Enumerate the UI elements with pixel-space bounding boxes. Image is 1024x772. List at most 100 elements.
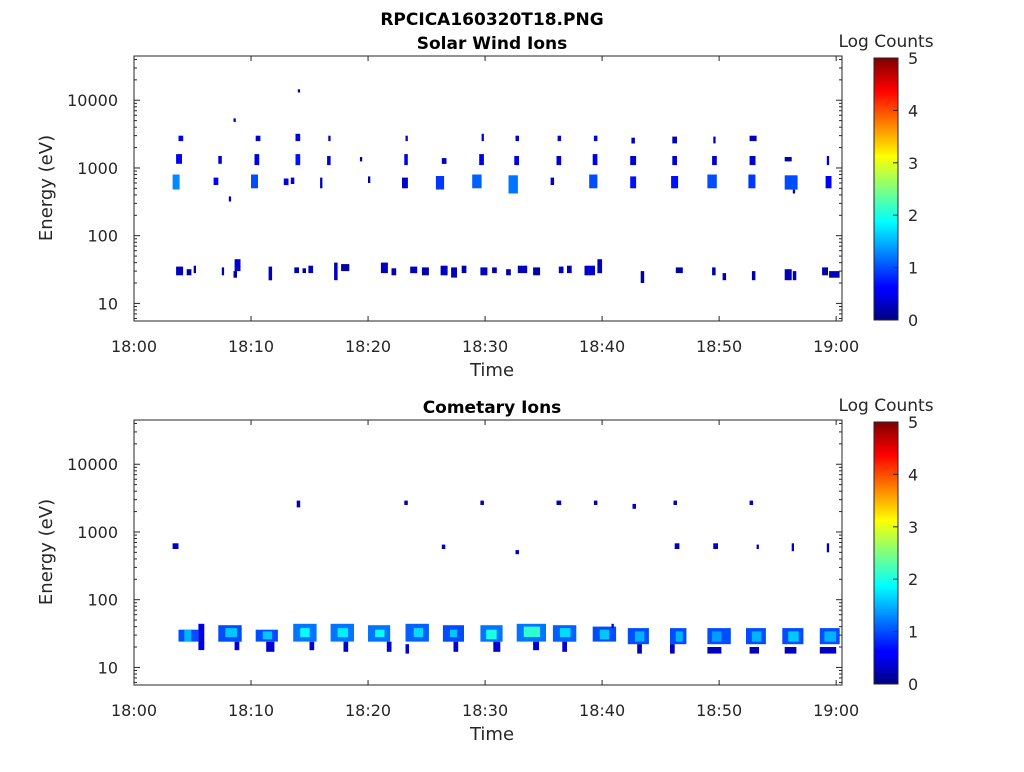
- x-tick-label: 18:10: [228, 337, 274, 356]
- cometary-y-ticks: 10 100 1000 10000: [67, 422, 842, 683]
- solar-wind-colorbar: [873, 57, 899, 321]
- heatmap-cell: [228, 196, 232, 202]
- heatmap-cell: [255, 135, 261, 142]
- heatmap-cell: [450, 629, 457, 638]
- heatmap-cell: [749, 135, 757, 142]
- heatmap-cell: [225, 628, 237, 638]
- y-tick-label: 100: [87, 227, 118, 246]
- heatmap-cell: [791, 543, 794, 552]
- cometary-ions-panel: Cometary Ions 18:00 18:10 18:20 18:30 18:40 1…: [36, 396, 934, 745]
- heatmap-cell: [294, 267, 299, 274]
- heatmap-cell: [556, 500, 562, 505]
- heatmap-cell: [251, 174, 258, 189]
- x-tick-label: 18:50: [696, 337, 742, 356]
- x-tick-label: 18:40: [579, 337, 625, 356]
- cometary-y-axis-label: Energy (eV): [36, 499, 57, 605]
- heatmap-cell: [178, 135, 184, 142]
- heatmap-cell: [221, 267, 225, 276]
- heatmap-cell: [386, 641, 392, 652]
- heatmap-cell: [405, 135, 408, 142]
- heatmap-cell: [283, 178, 289, 186]
- heatmap-cell: [440, 265, 448, 276]
- heatmap-cell: [748, 174, 756, 189]
- heatmap-cell: [558, 266, 564, 274]
- heatmap-cell: [327, 156, 331, 166]
- heatmap-cell: [584, 265, 595, 276]
- heatmap-cell: [480, 500, 484, 505]
- heatmap-cell: [751, 631, 762, 642]
- y-tick-label: 10000: [67, 455, 118, 474]
- heatmap-cell: [822, 267, 828, 276]
- heatmap-cell: [712, 631, 722, 642]
- heatmap-cell: [523, 626, 541, 638]
- x-tick-label: 18:40: [579, 701, 625, 720]
- heatmap-cell: [234, 641, 240, 651]
- heatmap-cell: [722, 273, 727, 281]
- heatmap-cell: [300, 628, 310, 638]
- heatmap-cell: [172, 543, 179, 549]
- heatmap-cell: [673, 500, 677, 505]
- heatmap-cell: [186, 269, 192, 276]
- heatmap-cell: [784, 269, 792, 281]
- heatmap-cell: [435, 176, 445, 190]
- colorbar-tick-label: 5: [908, 49, 918, 68]
- x-tick-label: 18:10: [228, 701, 274, 720]
- heatmap-cell: [359, 157, 363, 162]
- cometary-x-axis-label: Time: [469, 724, 514, 745]
- colorbar-tick-label: 3: [908, 518, 918, 537]
- heatmap-cell: [302, 268, 306, 274]
- cometary-colorbar-label: Log Counts: [838, 396, 933, 416]
- heatmap-cell: [508, 175, 518, 194]
- cometary-colorbar-ticks: 0 1 2 3 4 5: [893, 413, 918, 694]
- figure-title: RPCICA160320T18.PNG: [380, 10, 603, 30]
- heatmap-cell: [262, 631, 273, 640]
- heatmap-cell: [266, 641, 275, 652]
- heatmap-cell: [233, 271, 237, 278]
- heatmap-cell: [567, 265, 572, 274]
- heatmap-cell: [334, 262, 338, 281]
- heatmap-cell: [634, 631, 645, 642]
- heatmap-cell: [193, 265, 196, 274]
- y-tick-label: 1000: [77, 159, 118, 178]
- heatmap-cell: [451, 267, 457, 278]
- colorbar-tick-label: 3: [908, 154, 918, 173]
- heatmap-cell: [637, 644, 642, 654]
- heatmap-cell: [309, 641, 315, 651]
- x-tick-label: 19:00: [813, 337, 859, 356]
- heatmap-cell: [533, 641, 539, 651]
- colorbar-tick-label: 1: [908, 259, 918, 278]
- y-tick-label: 100: [87, 591, 118, 610]
- heatmap-cell: [562, 641, 567, 652]
- heatmap-cell: [599, 629, 610, 640]
- heatmap-cell: [593, 135, 598, 142]
- heatmap-cell: [213, 177, 219, 185]
- colorbar-tick-label: 1: [908, 623, 918, 642]
- solar-wind-x-axis-label: Time: [469, 360, 514, 381]
- heatmap-cell: [792, 271, 797, 281]
- heatmap-cell: [472, 174, 482, 189]
- heatmap-cell: [198, 623, 205, 651]
- heatmap-cell: [233, 118, 236, 122]
- heatmap-cell: [819, 647, 837, 654]
- solar-wind-chart-title: Solar Wind Ions: [417, 34, 568, 54]
- heatmap-cell: [756, 544, 759, 549]
- heatmap-cell: [492, 267, 497, 274]
- colorbar-tick-label: 2: [908, 206, 918, 225]
- heatmap-cell: [404, 500, 408, 505]
- y-tick-label: 10: [98, 294, 118, 313]
- solar-wind-ions-panel: Solar Wind Ions 18:00 18:10 18:20 18:30 18:4…: [36, 32, 934, 381]
- solar-wind-heatmap: [172, 89, 840, 283]
- heatmap-cell: [640, 271, 645, 283]
- cometary-x-ticks: 18:00 18:10 18:20 18:30 18:40 18:50 19:00: [111, 420, 859, 720]
- heatmap-cell: [297, 89, 301, 93]
- x-tick-label: 19:00: [813, 701, 859, 720]
- heatmap-cell: [825, 176, 832, 189]
- cometary-colorbar: [873, 421, 899, 685]
- heatmap-cell: [514, 156, 519, 166]
- cometary-chart-title: Cometary Ions: [423, 398, 562, 418]
- heatmap-cell: [184, 629, 192, 642]
- solar-wind-axes-box: [133, 55, 843, 322]
- heatmap-cell: [670, 644, 675, 654]
- heatmap-cell: [533, 267, 541, 276]
- heatmap-cell: [391, 268, 397, 276]
